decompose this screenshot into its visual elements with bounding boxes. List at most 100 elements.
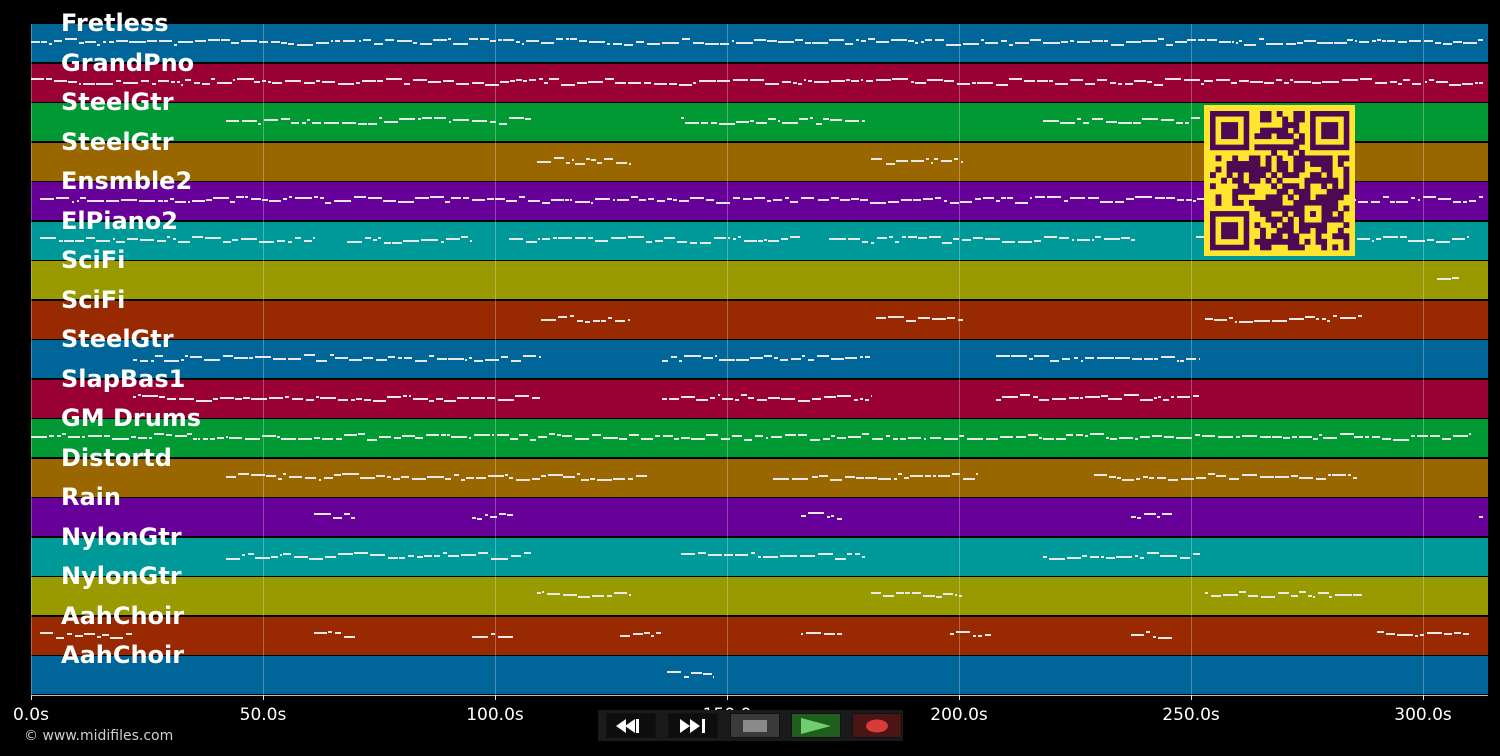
midi-note bbox=[772, 199, 783, 201]
midi-note bbox=[542, 202, 550, 204]
midi-note bbox=[943, 593, 954, 595]
midi-note bbox=[1288, 318, 1304, 320]
midi-note bbox=[515, 395, 530, 397]
midi-note bbox=[549, 433, 556, 435]
track-lane bbox=[31, 340, 1488, 378]
midi-note bbox=[374, 43, 384, 45]
midi-note bbox=[349, 359, 362, 361]
midi-note bbox=[1463, 42, 1478, 44]
midi-note bbox=[305, 477, 317, 479]
midi-note bbox=[415, 437, 424, 439]
midi-note bbox=[1204, 80, 1214, 82]
rewind-button[interactable] bbox=[606, 713, 656, 738]
midi-note bbox=[109, 41, 115, 43]
midi-note bbox=[1149, 477, 1155, 479]
midi-note bbox=[870, 592, 882, 594]
midi-note bbox=[465, 477, 474, 479]
midi-note bbox=[562, 435, 573, 437]
midi-note bbox=[296, 44, 314, 46]
midi-note bbox=[1332, 474, 1346, 476]
midi-note bbox=[1134, 80, 1146, 82]
midi-note bbox=[1259, 38, 1264, 40]
midi-note bbox=[887, 316, 904, 318]
midi-note bbox=[959, 595, 963, 597]
midi-note bbox=[764, 355, 773, 357]
midi-note bbox=[230, 42, 239, 44]
midi-note bbox=[403, 357, 413, 359]
track-lane bbox=[31, 498, 1488, 536]
play-button[interactable] bbox=[791, 713, 841, 738]
midi-note bbox=[1239, 80, 1249, 82]
track-lane bbox=[31, 538, 1488, 576]
midi-note bbox=[1118, 83, 1122, 85]
midi-note bbox=[368, 197, 383, 199]
midi-note bbox=[1195, 236, 1207, 238]
midi-note bbox=[314, 632, 327, 634]
midi-note bbox=[1308, 595, 1312, 597]
midi-note bbox=[479, 38, 489, 40]
midi-note bbox=[696, 399, 708, 401]
fast-forward-button[interactable] bbox=[668, 713, 718, 738]
midi-note bbox=[1353, 594, 1362, 596]
track-label: SlapBas1 bbox=[61, 365, 186, 393]
midi-note bbox=[80, 197, 86, 199]
midi-note bbox=[798, 118, 808, 120]
midi-note bbox=[1028, 434, 1038, 436]
midi-note bbox=[522, 355, 537, 357]
record-icon bbox=[866, 719, 888, 732]
midi-note bbox=[1196, 198, 1211, 200]
midi-note bbox=[888, 236, 893, 238]
midi-note bbox=[490, 558, 508, 560]
midi-note bbox=[703, 357, 713, 359]
midi-note bbox=[1441, 438, 1452, 440]
midi-note bbox=[594, 198, 611, 200]
midi-note bbox=[1242, 474, 1257, 476]
qr-code-icon bbox=[1204, 105, 1355, 256]
midi-note bbox=[690, 672, 702, 674]
midi-note bbox=[797, 400, 810, 402]
stop-button[interactable] bbox=[730, 713, 780, 738]
midi-note bbox=[896, 592, 904, 594]
midi-note bbox=[151, 360, 154, 362]
midi-note bbox=[1165, 78, 1182, 80]
midi-note bbox=[206, 199, 212, 201]
midi-note bbox=[766, 200, 772, 202]
midi-note bbox=[1158, 38, 1165, 40]
midi-note bbox=[342, 40, 356, 42]
midi-note bbox=[484, 514, 489, 516]
midi-note bbox=[910, 160, 925, 162]
midi-note bbox=[1229, 317, 1234, 319]
midi-note bbox=[1114, 201, 1124, 203]
midi-note bbox=[1317, 42, 1334, 44]
record-button[interactable] bbox=[852, 713, 902, 738]
midi-note bbox=[653, 83, 667, 85]
midi-note bbox=[1139, 436, 1150, 438]
midi-note bbox=[372, 239, 378, 241]
midi-note bbox=[1348, 474, 1352, 476]
midi-note bbox=[565, 199, 569, 201]
midi-note bbox=[588, 237, 594, 239]
midi-note bbox=[860, 398, 864, 400]
midi-note bbox=[552, 237, 558, 239]
midi-note bbox=[1232, 41, 1235, 43]
stop-icon bbox=[743, 719, 767, 732]
midi-note bbox=[831, 358, 844, 360]
midi-note bbox=[321, 438, 333, 440]
midi-note bbox=[933, 475, 937, 477]
midi-note bbox=[1283, 82, 1290, 84]
midi-note bbox=[811, 398, 822, 400]
midi-note bbox=[668, 398, 679, 400]
midi-note bbox=[1085, 83, 1095, 85]
midi-note bbox=[147, 40, 158, 42]
midi-note bbox=[163, 360, 180, 362]
midi-note bbox=[527, 200, 541, 202]
midi-note bbox=[697, 552, 707, 554]
midi-note bbox=[334, 474, 341, 476]
midi-note bbox=[735, 399, 740, 401]
track-notes bbox=[31, 538, 1488, 576]
midi-note bbox=[565, 38, 569, 40]
midi-note bbox=[793, 82, 797, 84]
track-notes bbox=[31, 380, 1488, 418]
midi-note bbox=[777, 120, 780, 122]
midi-note bbox=[1272, 320, 1287, 322]
